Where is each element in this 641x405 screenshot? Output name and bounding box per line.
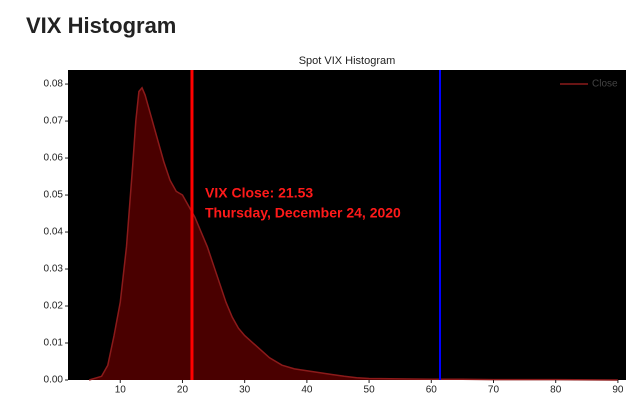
density-line [88,86,618,381]
page-heading: VIX Histogram [26,13,176,38]
x-tick-label: 90 [612,385,624,396]
density-area [89,87,618,380]
y-tick-label: 0.05 [44,190,64,201]
y-tick-label: 0.08 [44,79,64,90]
legend-label: Close [592,79,618,90]
y-tick-label: 0.06 [44,153,64,164]
x-tick-label: 20 [177,385,189,396]
x-tick-label: 70 [488,385,500,396]
annotation: VIX Close: 21.53 [205,185,313,201]
y-tick-label: 0.03 [44,264,64,275]
y-tick-label: 0.00 [44,375,64,386]
annotation: Thursday, December 24, 2020 [205,205,401,221]
x-tick-label: 60 [426,385,438,396]
x-tick-label: 40 [301,385,313,396]
y-tick-label: 0.02 [44,301,64,312]
x-tick-label: 10 [115,385,127,396]
y-tick-label: 0.04 [44,227,64,238]
x-tick-label: 30 [239,385,251,396]
chart-title: Spot VIX Histogram [299,55,396,67]
x-tick-label: 80 [550,385,562,396]
x-tick-label: 50 [364,385,376,396]
y-tick-label: 0.07 [44,116,64,127]
y-tick-label: 0.01 [44,338,64,349]
